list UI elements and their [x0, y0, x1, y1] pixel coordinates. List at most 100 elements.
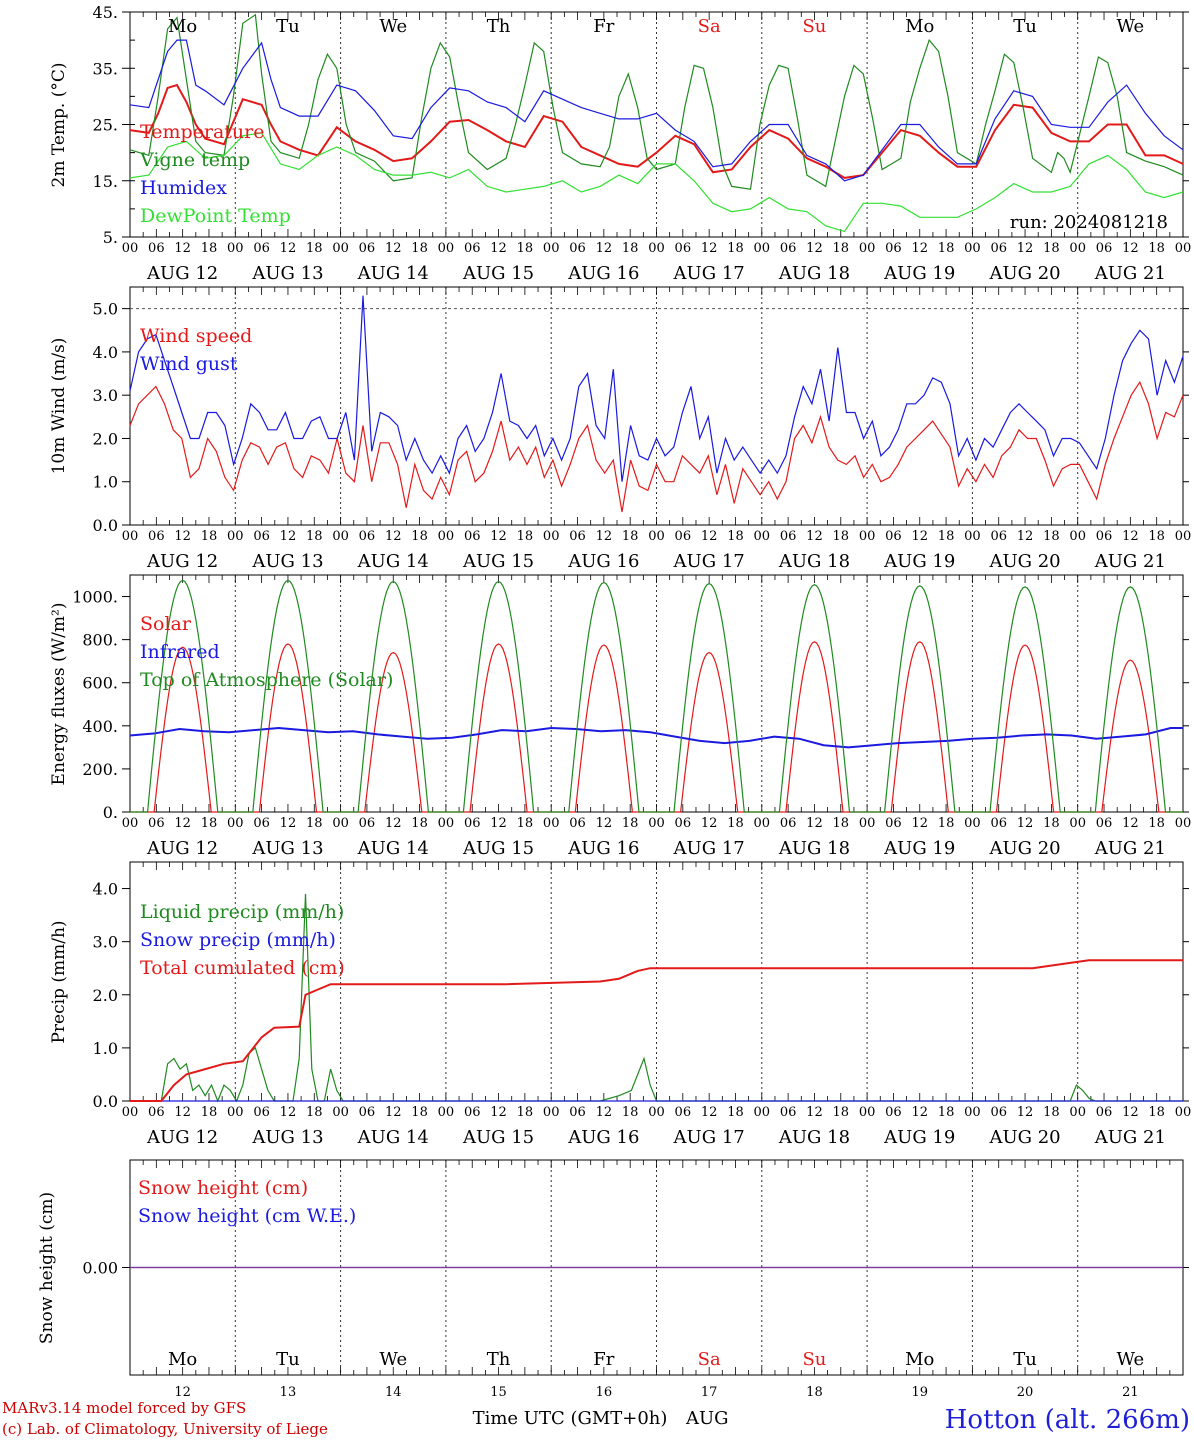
series-line-total-cumulated-cm-	[130, 959, 1183, 1102]
hour-tick-label: 12	[174, 529, 191, 544]
hour-tick-label: 00	[1175, 241, 1192, 256]
y-tick-label: 15.	[93, 172, 118, 191]
hour-tick-label: 00	[543, 529, 560, 544]
hour-tick-label: 00	[859, 529, 876, 544]
hour-tick-label: 12	[174, 241, 191, 256]
hour-tick-label: 00	[1069, 1105, 1086, 1120]
weekday-label-top: Th	[487, 16, 511, 37]
lab-credit: (c) Lab. of Climatology, University of L…	[2, 1420, 328, 1438]
hour-tick-label: 00	[438, 1105, 455, 1120]
series-line-infrared	[129, 726, 1183, 749]
y-tick-label: 4.0	[93, 343, 118, 362]
legend-entry: Liquid precip (mm/h)	[140, 901, 344, 923]
bottom-day-number: 20	[1017, 1385, 1034, 1400]
hour-tick-label: 18	[411, 529, 428, 544]
hour-tick-label: 12	[596, 529, 613, 544]
y-tick-label: 0.	[103, 803, 118, 822]
y-tick-label: 5.	[103, 228, 118, 247]
hour-tick-label: 00	[122, 241, 139, 256]
weekday-label-bottom: Th	[487, 1349, 511, 1370]
y-tick-label: 0.00	[82, 1259, 118, 1278]
bottom-day-number: 17	[701, 1385, 718, 1400]
x-axis-month: AUG	[685, 1408, 729, 1429]
hour-tick-label: 12	[385, 529, 402, 544]
hour-tick-label: 18	[201, 1105, 218, 1120]
series-line-wind-speed	[129, 380, 1184, 513]
hour-tick-label: 06	[1096, 529, 1113, 544]
hour-tick-label: 18	[622, 1105, 639, 1120]
hour-tick-label: 00	[964, 241, 981, 256]
bottom-day-number: 18	[806, 1385, 823, 1400]
bottom-day-number: 16	[596, 1385, 613, 1400]
hour-tick-label: 12	[596, 241, 613, 256]
weekday-label-bottom: We	[1117, 1349, 1145, 1370]
legend-entry: Snow height (cm)	[138, 1177, 308, 1199]
hour-tick-label: 00	[754, 241, 771, 256]
series-line-dewpoint-temp	[129, 132, 1184, 233]
hour-tick-label: 06	[464, 241, 481, 256]
weekday-label-bottom: We	[379, 1349, 407, 1370]
weekday-label-top: Mo	[905, 16, 934, 37]
y-tick-label: 25.	[93, 116, 118, 135]
hour-tick-label: 12	[911, 241, 928, 256]
hour-tick-label: 18	[938, 241, 955, 256]
hour-tick-label: 12	[280, 241, 297, 256]
hour-tick-label: 06	[359, 241, 376, 256]
hour-tick-label: 06	[359, 816, 376, 831]
y-tick-label: 0.0	[93, 1092, 118, 1111]
day-label: AUG 18	[778, 263, 850, 284]
hour-tick-label: 06	[148, 816, 165, 831]
hour-tick-label: 18	[517, 1105, 534, 1120]
series-line-temperature	[129, 83, 1184, 179]
hour-tick-label: 06	[569, 816, 586, 831]
weekday-label-bottom: Su	[802, 1349, 826, 1370]
day-label: AUG 21	[1094, 838, 1166, 859]
hour-tick-label: 00	[1069, 816, 1086, 831]
hour-tick-label: 18	[306, 1105, 323, 1120]
hour-tick-label: 06	[148, 1105, 165, 1120]
hour-tick-label: 12	[1122, 1105, 1139, 1120]
day-label: AUG 15	[462, 1127, 534, 1148]
hour-tick-label: 06	[990, 529, 1007, 544]
y-tick-label: 4.0	[93, 880, 118, 899]
hour-tick-label: 12	[911, 816, 928, 831]
hour-tick-label: 06	[780, 241, 797, 256]
hour-tick-label: 18	[306, 241, 323, 256]
day-label: AUG 17	[673, 263, 745, 284]
day-label: AUG 17	[673, 551, 745, 572]
hour-tick-label: 12	[490, 1105, 507, 1120]
hour-tick-label: 12	[1017, 529, 1034, 544]
panel-2: 0.0 1.0 2.0 3.0 4.0 5.0 10m Wind (m/s) 00 06 12 18…	[49, 286, 1191, 572]
y-tick-label: 0.0	[93, 516, 118, 535]
y-tick-label: 800.	[82, 631, 118, 650]
hour-tick-label: 00	[227, 241, 244, 256]
hour-tick-label: 06	[675, 816, 692, 831]
day-label: AUG 14	[357, 551, 429, 572]
weekday-label-top: Sa	[698, 16, 721, 37]
hour-tick-label: 18	[622, 529, 639, 544]
hour-tick-label: 06	[885, 1105, 902, 1120]
hour-tick-label: 18	[306, 529, 323, 544]
weekday-label-bottom: Tu	[1013, 1349, 1037, 1370]
hour-tick-label: 18	[517, 816, 534, 831]
hour-tick-label: 18	[201, 529, 218, 544]
hour-tick-label: 00	[648, 1105, 665, 1120]
y-tick-label: 3.0	[93, 933, 118, 952]
day-label: AUG 20	[988, 1127, 1060, 1148]
day-label: AUG 15	[462, 838, 534, 859]
hour-tick-label: 12	[280, 1105, 297, 1120]
day-label: AUG 18	[778, 551, 850, 572]
hour-tick-label: 12	[490, 241, 507, 256]
hour-tick-label: 00	[964, 529, 981, 544]
day-label: AUG 21	[1094, 551, 1166, 572]
y-tick-label: 2.0	[93, 429, 118, 448]
hour-tick-label: 12	[1122, 529, 1139, 544]
y-tick-label: 600.	[82, 674, 118, 693]
hour-tick-label: 18	[622, 816, 639, 831]
hour-tick-label: 18	[727, 241, 744, 256]
day-label: AUG 16	[567, 1127, 639, 1148]
hour-tick-label: 18	[306, 816, 323, 831]
hour-tick-label: 18	[517, 241, 534, 256]
legend-entry: Humidex	[140, 177, 227, 199]
weekday-label-top: Tu	[276, 16, 300, 37]
